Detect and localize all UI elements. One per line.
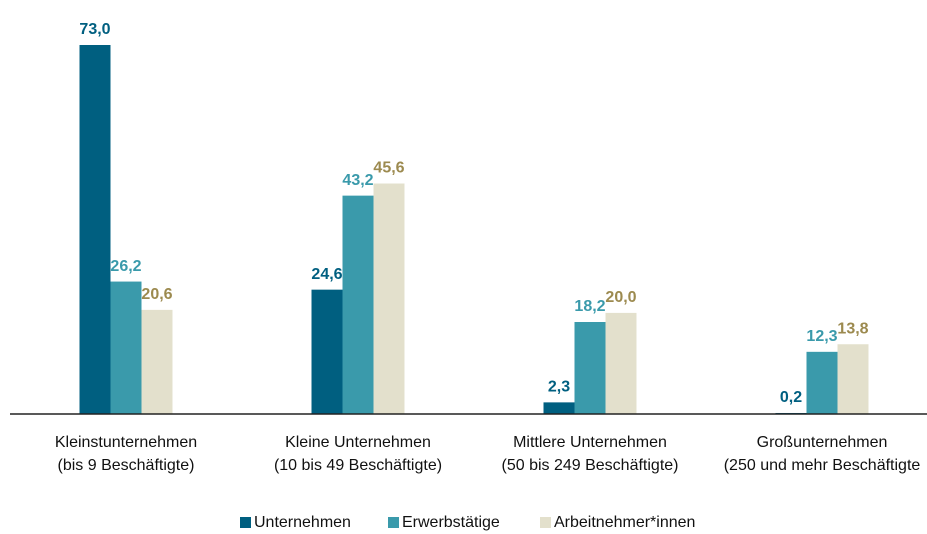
bar — [373, 183, 405, 414]
value-label: 73,0 — [79, 21, 110, 38]
legend-label: Unternehmen — [254, 514, 351, 531]
x-tick-label: Großunternehmen — [757, 434, 888, 451]
bar — [543, 402, 575, 414]
bar — [311, 289, 343, 414]
x-tick-label: (250 und mehr Beschäftigte — [724, 457, 921, 474]
value-label: 20,0 — [605, 289, 636, 306]
value-label: 13,8 — [837, 320, 868, 337]
value-label: 24,6 — [311, 266, 342, 283]
value-label: 43,2 — [342, 172, 373, 189]
bar — [605, 312, 637, 414]
bar — [342, 195, 374, 414]
bar — [110, 281, 142, 414]
x-tick-label: (bis 9 Beschäftigte) — [58, 457, 195, 474]
bar — [806, 351, 838, 414]
bar — [837, 344, 869, 414]
legend-swatch — [240, 517, 251, 528]
legend-swatch — [540, 517, 551, 528]
value-label: 20,6 — [141, 286, 172, 303]
value-label: 45,6 — [373, 160, 404, 177]
x-tick-label: (50 bis 249 Beschäftigte) — [502, 457, 679, 474]
bar — [141, 309, 173, 414]
legend-swatch — [388, 517, 399, 528]
value-label: 0,2 — [780, 389, 802, 406]
x-tick-label: Kleinstunternehmen — [55, 434, 197, 451]
value-label: 2,3 — [548, 379, 570, 396]
legend-label: Arbeitnehmer*innen — [554, 514, 695, 531]
bar — [79, 45, 111, 414]
x-tick-label: Kleine Unternehmen — [285, 434, 431, 451]
bar — [574, 322, 606, 414]
value-label: 12,3 — [806, 328, 837, 345]
legend-label: Erwerbstätige — [402, 514, 500, 531]
value-label: 18,2 — [574, 298, 605, 315]
x-tick-label: (10 bis 49 Beschäftigte) — [274, 457, 442, 474]
value-label: 26,2 — [110, 258, 141, 275]
x-tick-label: Mittlere Unternehmen — [513, 434, 667, 451]
